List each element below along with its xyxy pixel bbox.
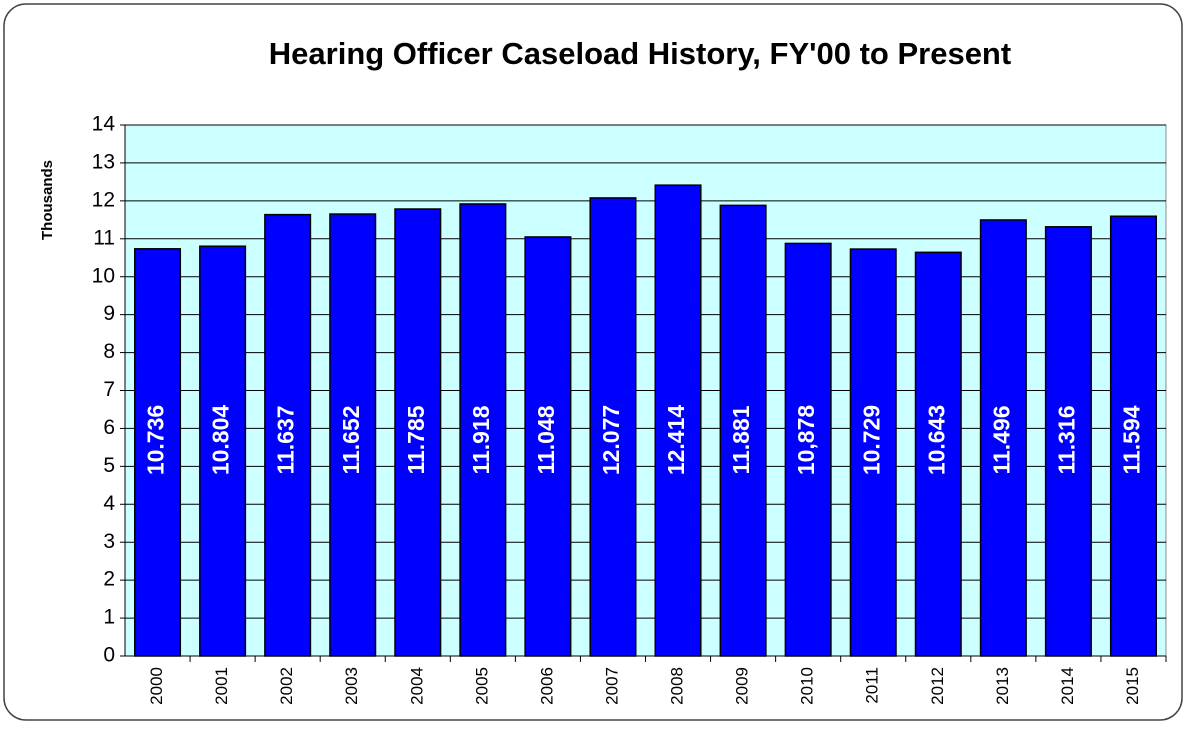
- y-tick-label: 6: [103, 416, 115, 439]
- x-tick-label: 2004: [407, 667, 426, 705]
- bar: [589, 197, 637, 657]
- x-tick-label: 2009: [733, 667, 752, 705]
- value-label: 10.643: [923, 405, 949, 475]
- bar: [199, 245, 247, 657]
- y-tick-label: 1: [103, 606, 115, 629]
- value-label: 10.804: [208, 405, 234, 476]
- value-label: 11.881: [728, 405, 754, 474]
- value-label: 11.637: [273, 405, 299, 474]
- x-tick-label: 2011: [863, 667, 882, 704]
- value-label: 12.414: [663, 405, 689, 476]
- value-label: 11.316: [1053, 405, 1079, 474]
- bar: [1044, 226, 1092, 657]
- value-label: 12.077: [598, 405, 624, 475]
- y-tick-label: 14: [92, 113, 116, 136]
- bar: [654, 184, 702, 657]
- y-tick-label: 4: [103, 492, 115, 515]
- value-label: 11.785: [403, 405, 429, 474]
- y-tick-label: 10: [92, 264, 115, 287]
- x-tick-label: 2014: [1058, 667, 1077, 705]
- x-tick-label: 2007: [602, 667, 621, 705]
- bar: [719, 204, 767, 657]
- value-label: 11.918: [468, 405, 494, 474]
- bar: [979, 219, 1027, 657]
- bar: [524, 236, 572, 657]
- x-tick-label: 2000: [147, 667, 166, 705]
- y-tick-label: 0: [103, 644, 115, 667]
- y-tick-label: 7: [103, 378, 115, 401]
- chart-title: Hearing Officer Caseload History, FY'00 …: [269, 36, 1011, 71]
- y-tick-label: 2: [103, 568, 115, 591]
- x-tick-label: 2005: [472, 667, 491, 705]
- x-tick-label: 2003: [342, 667, 361, 705]
- value-label: 10.729: [858, 405, 884, 475]
- y-tick-label: 11: [93, 226, 115, 249]
- y-axis-label: Thousands: [39, 160, 56, 240]
- value-label: 10,878: [793, 405, 819, 476]
- x-tick-label: 2013: [993, 667, 1012, 705]
- value-label: 11.496: [988, 405, 1014, 474]
- x-tick-label: 2006: [537, 667, 556, 705]
- x-tick-label: 2012: [928, 667, 947, 705]
- y-tick-label: 9: [103, 302, 115, 325]
- bar: [914, 251, 962, 657]
- bar: [784, 242, 832, 657]
- value-label: 10.736: [143, 405, 169, 475]
- x-tick-label: 2010: [798, 667, 817, 705]
- bar: [134, 248, 182, 657]
- x-tick-label: 2015: [1123, 667, 1142, 705]
- y-tick-label: 3: [103, 530, 115, 553]
- x-tick-label: 2008: [668, 667, 687, 705]
- bar: [264, 213, 312, 657]
- value-label: 11.652: [338, 405, 364, 474]
- y-tick-label: 13: [92, 150, 115, 173]
- x-tick-label: 2002: [277, 667, 296, 705]
- bar: [329, 213, 377, 657]
- value-label: 11.594: [1119, 405, 1145, 474]
- y-tick-label: 12: [92, 188, 115, 211]
- value-label: 11.048: [533, 405, 559, 474]
- x-tick-label: 2001: [212, 667, 231, 705]
- y-tick-label: 8: [103, 340, 115, 363]
- y-tick-label: 5: [103, 454, 115, 477]
